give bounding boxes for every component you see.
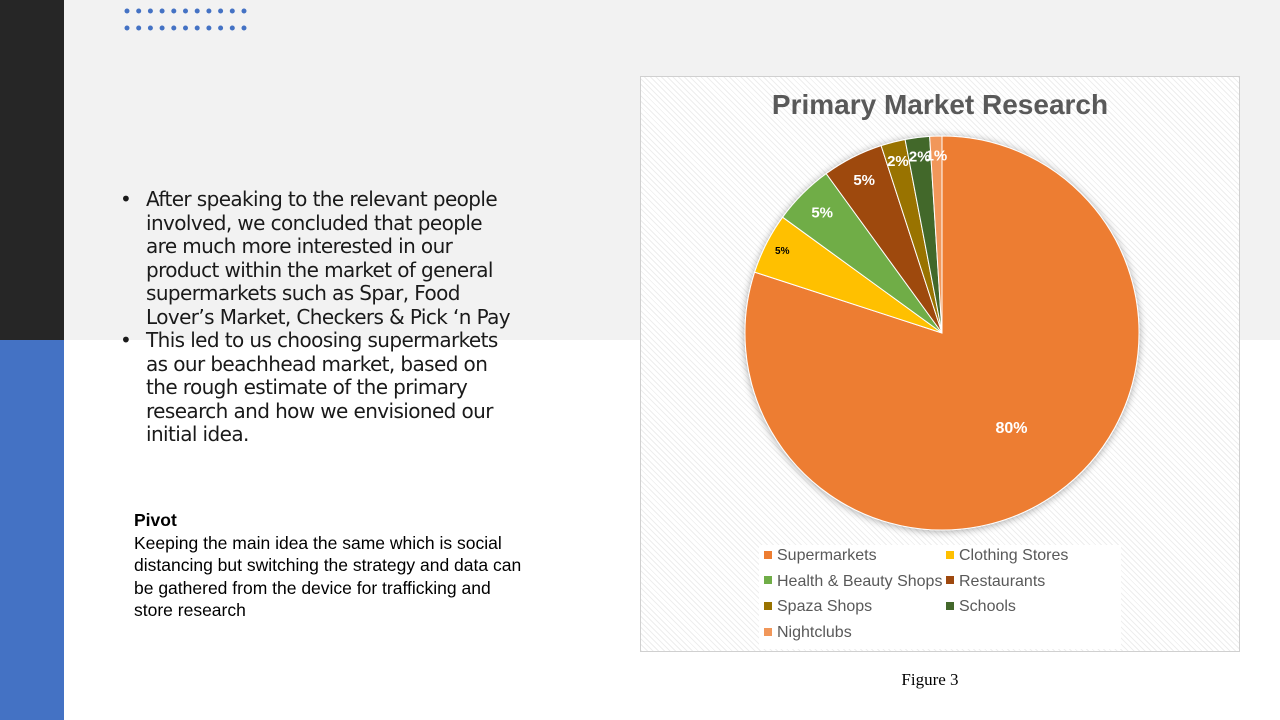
legend-label: Clothing Stores: [959, 547, 1069, 564]
bullet-icon: •: [120, 187, 132, 211]
data-label-restaurants: 5%: [853, 172, 875, 189]
legend-swatch: [946, 576, 954, 585]
legend-label: Spaza Shops: [777, 598, 873, 616]
data-label-nightclubs: 1%: [926, 147, 948, 164]
legend-swatch: [764, 550, 772, 559]
legend-swatch: [764, 602, 772, 611]
chart-legend: Supermarkets Clothing Stores Health & Beau…: [759, 545, 1121, 649]
pie-slice-nightclubs: [929, 135, 943, 334]
pivot-body: Keeping the main idea the same which is …: [134, 532, 522, 621]
data-label-clothing-stores: 5%: [775, 246, 790, 257]
legend-label: Nightclubs: [777, 624, 852, 642]
legend-item-schools: Schools: [946, 598, 1016, 616]
data-label-health-and-beauty-shops: 5%: [811, 205, 833, 222]
bullet-item: • This led to us choosing supermarkets a…: [118, 328, 518, 447]
data-label-spaza-shops: 2%: [887, 153, 909, 170]
legend-item-supermarkets: Supermarkets: [764, 547, 877, 565]
pie-chart-plot: 80%5%5%5%2% 2%1%: [744, 135, 1140, 531]
legend-item-clothing-stores: Clothing Stores: [946, 547, 1068, 565]
decorative-dot-grid: [124, 8, 247, 31]
pivot-title: Pivot: [134, 510, 177, 530]
legend-item-nightclubs: Nightclubs: [764, 624, 852, 642]
bullet-text: This led to us choosing supermarkets as …: [146, 328, 498, 446]
legend-label: Restaurants: [959, 572, 1046, 590]
legend-swatch: [946, 602, 954, 611]
data-label-schools: 2%: [909, 149, 931, 166]
left-dark-stripe: [0, 0, 64, 340]
pivot-note: Pivot Keeping the main idea the same whi…: [134, 509, 534, 622]
legend-label: Health & Beauty Shops: [777, 572, 943, 590]
left-blue-stripe: [0, 340, 64, 720]
legend-swatch: [764, 627, 772, 636]
bullet-item: • After speaking to the relevant people …: [118, 187, 518, 329]
bullet-list: • After speaking to the relevant people …: [118, 187, 518, 447]
legend-swatch: [764, 576, 772, 585]
legend-item-health-and-beauty-shops: Health & Beauty Shops: [764, 573, 942, 591]
legend-label: Schools: [959, 598, 1016, 616]
legend-swatch: [946, 550, 954, 559]
figure-caption: Figure 3: [901, 670, 959, 689]
bullet-icon: •: [120, 328, 132, 352]
chart-title: Primary Market Research: [771, 89, 1109, 120]
legend-item-spaza-shops: Spaza Shops: [764, 598, 872, 616]
bullet-text: After speaking to the relevant people in…: [146, 187, 511, 329]
legend-item-restaurants: Restaurants: [946, 573, 1045, 591]
data-label-supermarkets: 80%: [995, 420, 1027, 437]
legend-label: Supermarkets: [777, 547, 877, 564]
pie-chart: 80% 5% 5% 5% 2% 2% 1% Primary Market Research …: [640, 76, 1240, 652]
